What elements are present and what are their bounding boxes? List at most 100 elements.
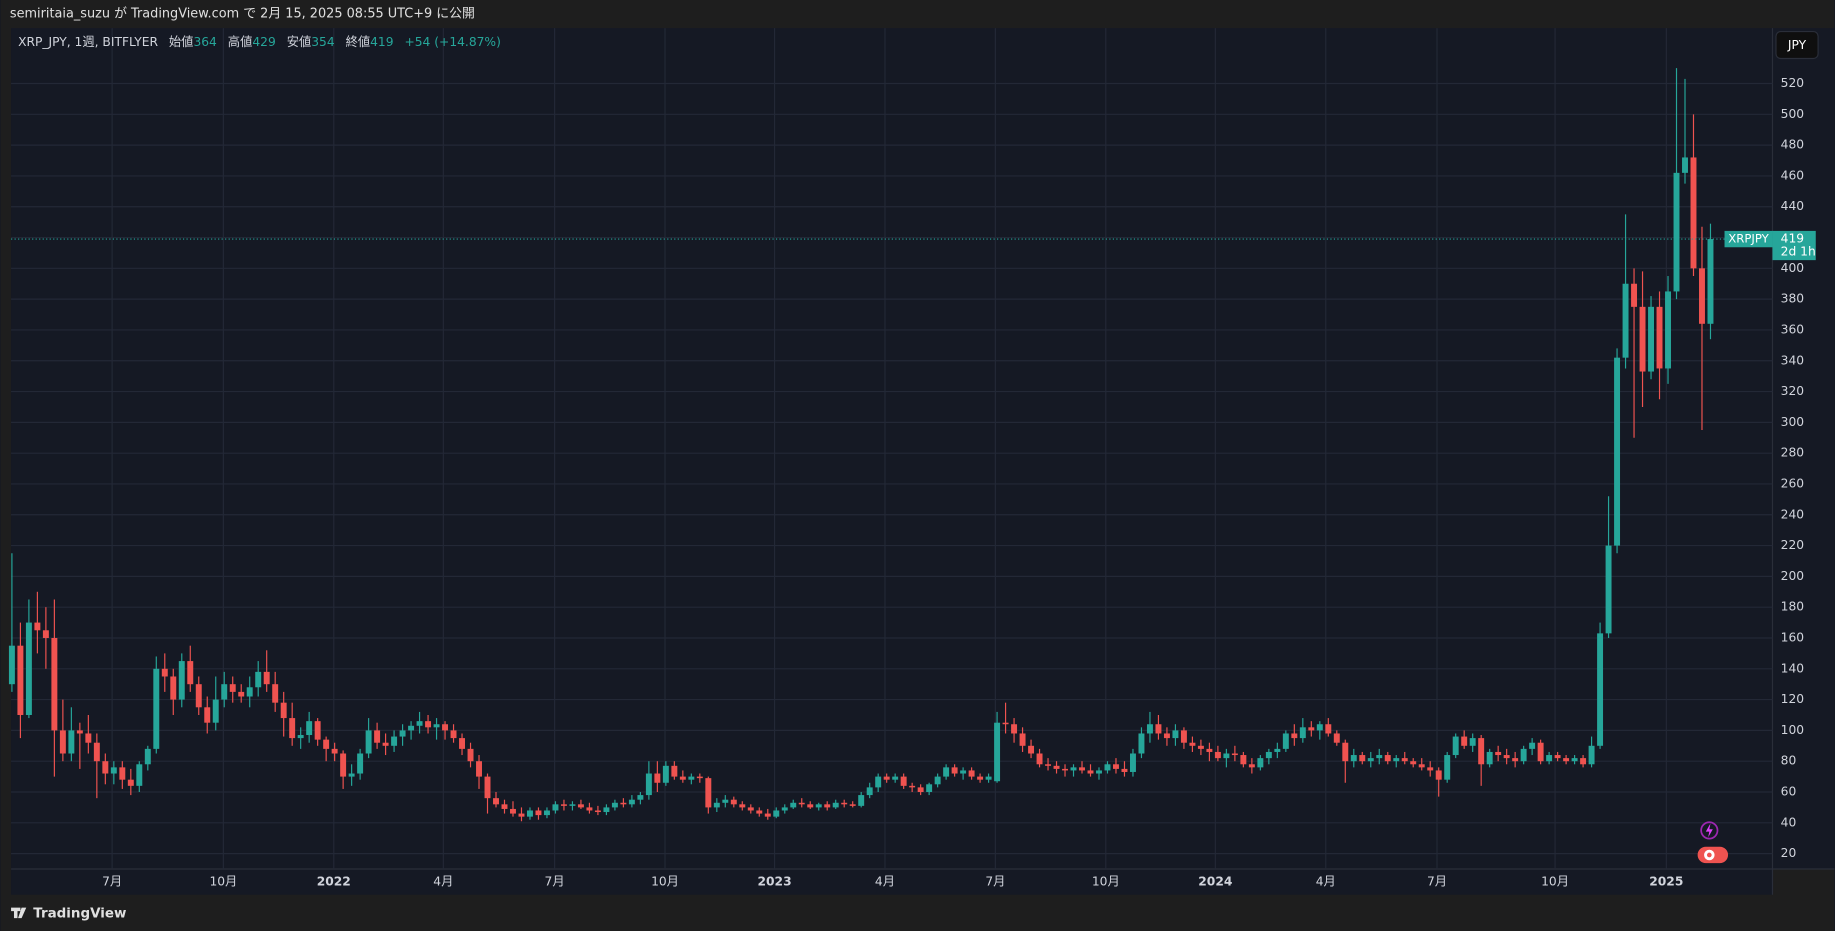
candle-body: [688, 776, 695, 780]
candle-body: [577, 804, 584, 808]
x-tick-label: 2022: [317, 874, 351, 888]
candle-body: [654, 773, 661, 783]
candle-body: [637, 795, 644, 800]
candle-body: [127, 779, 134, 786]
candle-body: [399, 730, 406, 737]
ticker-label: XRPJPY: [1728, 232, 1769, 246]
y-tick-label: 240: [1781, 507, 1804, 521]
candle-body: [110, 767, 117, 774]
candle-body: [1180, 730, 1187, 743]
candle-body: [1113, 764, 1119, 769]
candle-body: [1121, 768, 1128, 772]
y-tick-label: 40: [1781, 815, 1797, 829]
candle-body: [1172, 730, 1179, 739]
ohlc-value: 429: [252, 35, 275, 49]
candle-body: [764, 813, 771, 817]
candle-body: [178, 661, 185, 700]
alert-icon[interactable]: [1700, 821, 1719, 840]
candle-body: [289, 718, 296, 739]
candle-body: [1155, 724, 1162, 734]
candle-body: [1401, 758, 1408, 762]
candle-body: [1563, 758, 1570, 762]
y-tick-label: 100: [1781, 723, 1804, 737]
candle-body: [1062, 768, 1068, 771]
candle-body: [42, 630, 49, 638]
candle-body: [960, 770, 967, 774]
candle-body: [1240, 755, 1247, 765]
candle-body: [374, 730, 381, 743]
y-tick-label: 140: [1781, 661, 1804, 675]
candle-body: [1223, 753, 1230, 759]
candle-body: [1503, 755, 1510, 759]
candle-body: [144, 748, 151, 765]
candle-body: [1699, 268, 1705, 324]
y-tick-label: 60: [1781, 785, 1797, 799]
candle-body: [909, 785, 916, 788]
candle-body: [1189, 742, 1196, 746]
candle-body: [1028, 745, 1035, 754]
candle-body: [1597, 633, 1604, 746]
candle-body: [212, 699, 219, 723]
currency[interactable]: JPY: [1787, 38, 1807, 52]
candle-body: [875, 776, 882, 788]
y-tick-label: 400: [1781, 261, 1804, 275]
candle-body: [161, 668, 168, 677]
candle-body: [628, 799, 635, 805]
candle-body: [1639, 306, 1646, 372]
candle-body: [1673, 172, 1680, 292]
candle-body: [892, 776, 899, 780]
x-tick-label: 10月: [1541, 874, 1569, 888]
candle-body: [815, 804, 822, 808]
x-tick-label: 4月: [875, 874, 895, 888]
candle-body: [1376, 755, 1383, 759]
y-tick-label: 380: [1781, 292, 1804, 306]
ohlc-label: 安値: [287, 34, 312, 49]
candle-body: [1138, 733, 1145, 754]
candle-body: [1486, 751, 1493, 765]
currency-button[interactable]: [1775, 30, 1819, 60]
ticker-box: [1724, 230, 1773, 248]
candle-body: [1682, 157, 1688, 173]
candle-body: [1588, 745, 1595, 765]
candle-body: [1146, 724, 1153, 734]
candle-body: [790, 802, 797, 808]
candle-body: [484, 776, 491, 799]
candle-body: [1231, 753, 1238, 756]
alert-icon-bolt: [1705, 823, 1713, 838]
candle-body: [1214, 751, 1221, 759]
candle-body: [671, 765, 678, 777]
candle-body: [824, 804, 831, 808]
candle-body: [1316, 724, 1323, 731]
grid: 20 40 60 80 100 120 140 160 180 200 220 240 260 280 30…: [11, 28, 1804, 888]
candle-body: [705, 778, 712, 808]
y-tick-label: 80: [1781, 754, 1797, 768]
candle-body: [1554, 755, 1561, 759]
candle-body: [1690, 157, 1697, 269]
candle-body: [187, 661, 194, 685]
y-tick-label: 120: [1781, 692, 1804, 706]
candle-body: [1163, 733, 1170, 739]
candle-body: [476, 761, 482, 777]
candle-body: [1384, 755, 1391, 762]
candle-body: [594, 810, 601, 813]
candle-body: [459, 738, 466, 749]
candle-body: [1036, 753, 1043, 765]
candle-body: [781, 807, 788, 811]
candle-body: [518, 813, 525, 817]
candle-body: [1248, 764, 1255, 768]
candle-body: [204, 707, 211, 723]
candle-body: [25, 622, 32, 715]
candle-body: [408, 725, 415, 731]
candle-body: [1393, 758, 1400, 762]
candle-body: [1282, 733, 1289, 749]
candle-body: [645, 773, 652, 796]
candle-body: [382, 742, 389, 746]
candle-body: [747, 807, 754, 811]
candle-body: [1104, 764, 1111, 771]
x-tick-label: 10月: [1092, 874, 1120, 888]
candle-body: [1045, 764, 1052, 766]
ohlc-value: 364: [193, 35, 217, 49]
candle-body: [849, 804, 856, 806]
